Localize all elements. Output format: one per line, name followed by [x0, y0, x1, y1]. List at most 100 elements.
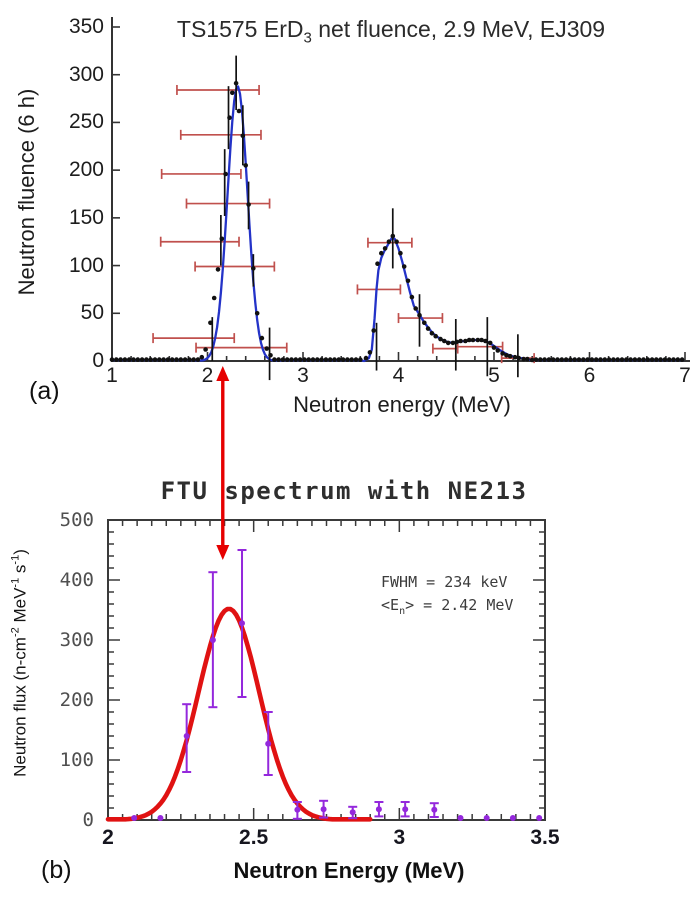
data-point	[203, 347, 208, 352]
data-point	[550, 357, 556, 362]
data-point	[542, 357, 547, 362]
y-tick-label: 200	[68, 158, 104, 182]
data-point	[516, 355, 522, 361]
data-point	[641, 357, 646, 362]
ylabel-text: s	[10, 564, 30, 578]
y-error-bar	[429, 802, 439, 818]
gaussian-fit-curve	[112, 85, 685, 363]
data-point	[268, 353, 273, 358]
data-point	[211, 295, 217, 301]
data-point	[353, 357, 359, 362]
data-point	[336, 357, 342, 362]
x-tick-label: 7	[679, 364, 691, 387]
fwhm-annotation: FWHM = 234 keV	[381, 573, 508, 591]
data-point	[243, 163, 248, 168]
data-point	[227, 115, 232, 120]
data-point	[122, 357, 128, 362]
measured-points	[109, 81, 685, 363]
data-point	[602, 357, 608, 362]
data-point	[611, 357, 616, 362]
gaussian-fit-curve	[105, 606, 373, 822]
x-tick-label: 4	[392, 364, 405, 387]
data-point	[187, 357, 192, 362]
y-tick-label: 100	[59, 749, 94, 771]
mean-energy-annotation: <En> = 2.42 MeV	[381, 594, 513, 623]
data-point	[538, 357, 543, 362]
y-tick-label: 250	[68, 110, 104, 134]
data-point	[148, 357, 153, 362]
y-tick-label: 500	[59, 509, 94, 531]
data-point	[315, 357, 320, 362]
data-point	[606, 357, 612, 362]
data-point	[230, 90, 235, 96]
data-point	[442, 338, 447, 344]
panel-b-label: (b)	[41, 856, 72, 884]
data-point	[409, 294, 415, 300]
y-error-bar	[292, 801, 302, 820]
x-tick-label: 3.5	[530, 826, 560, 849]
y-error-bar	[319, 799, 329, 819]
data-point	[195, 357, 201, 362]
data-point	[572, 357, 577, 362]
y-tick-label: 0	[82, 809, 94, 831]
panel-b-chart	[105, 519, 546, 822]
data-point	[445, 340, 451, 346]
y-error-bar	[400, 801, 410, 818]
data-point	[662, 357, 668, 362]
data-point	[157, 815, 164, 821]
data-point	[675, 357, 681, 362]
y-tick-label: 50	[80, 301, 104, 325]
data-point	[310, 357, 316, 362]
data-point	[658, 357, 663, 362]
panel-a-title-pre: TS1575 ErD	[176, 16, 304, 42]
data-point	[223, 171, 228, 177]
y-tick-label: 150	[68, 205, 104, 229]
panel-b-title: FTU spectrum with NE213	[160, 477, 528, 505]
data-point	[679, 357, 685, 362]
data-point	[208, 320, 213, 326]
data-point	[401, 264, 407, 269]
data-point	[429, 331, 435, 336]
data-point	[246, 202, 251, 207]
data-point	[521, 356, 526, 362]
data-point	[470, 337, 476, 343]
data-point	[585, 357, 590, 362]
data-point	[272, 357, 277, 362]
data-point	[319, 357, 324, 362]
data-point	[131, 815, 138, 821]
x-tick-label: 3	[393, 826, 406, 849]
x-tick-label: 5	[488, 364, 500, 387]
data-point	[645, 357, 651, 362]
y-error-bar	[182, 703, 192, 773]
data-point	[215, 267, 221, 272]
data-point	[178, 357, 184, 362]
arrow-head-down	[216, 545, 230, 560]
data-point	[219, 236, 225, 242]
ylabel-text: MeV	[10, 587, 30, 628]
data-point	[239, 620, 245, 627]
annotation-text: <E	[381, 596, 400, 614]
data-point	[466, 337, 472, 343]
data-point	[422, 320, 427, 326]
data-point	[297, 357, 303, 362]
data-point	[632, 357, 638, 362]
data-point	[264, 346, 270, 351]
data-point	[546, 357, 552, 362]
panel-a-ticks	[111, 26, 686, 362]
y-error-bar	[263, 711, 273, 776]
data-point	[458, 338, 463, 344]
data-point	[402, 806, 409, 813]
data-point	[199, 354, 205, 360]
data-point	[529, 357, 535, 363]
panel-b-ticks	[107, 519, 546, 821]
data-point	[236, 108, 242, 114]
peak-link-arrow	[216, 366, 230, 560]
data-point	[169, 357, 175, 362]
panel-a-y-axis-label: Neutron fluence (6 h)	[14, 88, 39, 296]
data-point	[259, 335, 265, 341]
data-point	[265, 740, 272, 747]
data-point	[114, 357, 119, 362]
data-point	[509, 815, 516, 821]
data-point	[671, 357, 676, 362]
